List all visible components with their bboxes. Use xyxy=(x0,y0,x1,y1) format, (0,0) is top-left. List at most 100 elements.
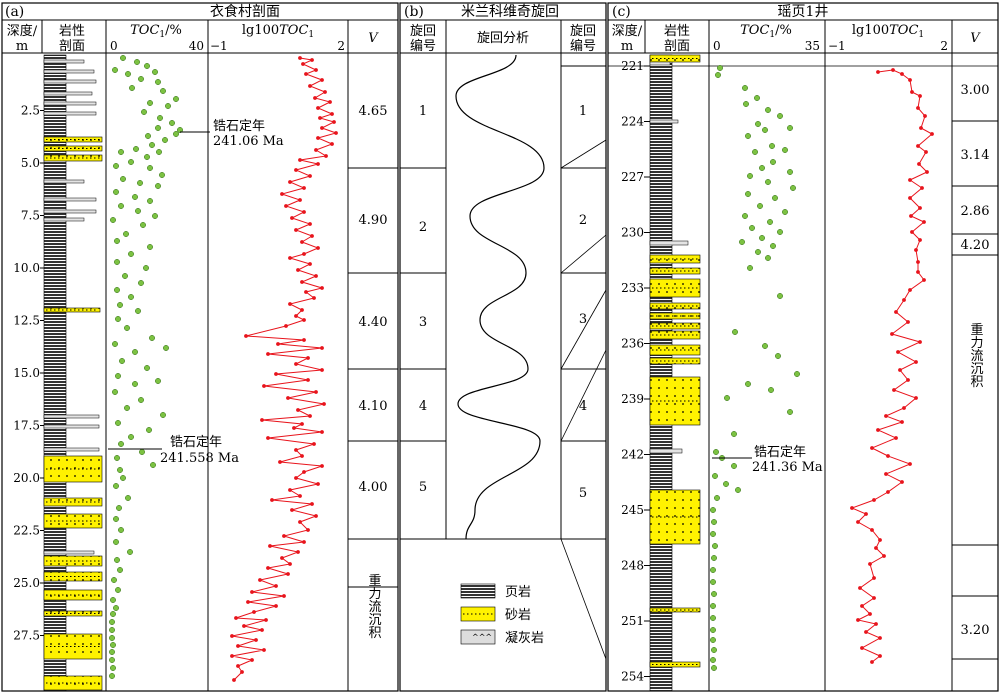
lg-point xyxy=(910,230,914,234)
toc-point xyxy=(120,55,126,61)
lg-point xyxy=(320,78,324,82)
panel-c-v-1: 3.00 xyxy=(961,83,990,98)
panel-b-num-left-1: 旋回 xyxy=(410,24,436,39)
lg-point xyxy=(308,414,312,418)
lg-point xyxy=(860,646,864,650)
toc-point xyxy=(120,176,126,182)
lg-point xyxy=(306,378,310,382)
tuff-bed xyxy=(43,550,95,555)
toc-point xyxy=(118,203,124,209)
lg-point xyxy=(330,142,334,146)
lg-point xyxy=(908,462,912,466)
lg-point xyxy=(874,622,878,626)
depth-tick-label: 236 xyxy=(621,337,644,351)
toc-point xyxy=(139,449,145,455)
lg-point xyxy=(236,644,240,648)
tuff-bed xyxy=(649,240,689,246)
lg-point xyxy=(322,402,326,406)
toc-point xyxy=(777,229,783,235)
lg-point xyxy=(884,414,888,418)
toc-point xyxy=(144,365,150,371)
toc-point xyxy=(735,487,741,493)
toc-point xyxy=(713,449,719,455)
panel-a-tag: (a) xyxy=(5,4,24,20)
sandstone-bed xyxy=(43,307,101,313)
toc-point xyxy=(723,481,729,487)
lg-point xyxy=(870,660,874,664)
toc-point xyxy=(777,293,783,299)
toc-point xyxy=(127,549,133,555)
lg-point xyxy=(310,502,314,506)
lg-point xyxy=(300,240,304,244)
lg-point xyxy=(900,72,904,76)
sandstone-bed xyxy=(43,136,103,143)
depth-tick-label: 230 xyxy=(621,226,644,240)
panel-b-frame xyxy=(399,2,607,692)
lg-point xyxy=(230,654,234,658)
lg-point xyxy=(288,302,292,306)
toc-point xyxy=(114,259,120,265)
toc-point xyxy=(133,146,139,152)
tuff-bed xyxy=(43,69,95,74)
toc-point xyxy=(110,665,116,671)
toc-point xyxy=(770,159,776,165)
lg-point xyxy=(284,324,288,328)
toc-point xyxy=(113,539,119,545)
lg-point xyxy=(320,464,324,468)
lg-point xyxy=(288,180,292,184)
lg-point xyxy=(902,298,906,302)
lg-point xyxy=(266,352,270,356)
toc-point xyxy=(757,203,763,209)
lg-point xyxy=(302,540,306,544)
lg-point xyxy=(318,116,322,120)
lg-point xyxy=(892,388,896,392)
lg-point xyxy=(314,514,318,518)
toc-point xyxy=(770,243,776,249)
toc-point xyxy=(129,85,135,91)
sandstone-bed xyxy=(43,455,103,483)
panel-c-toc-points xyxy=(710,65,800,671)
panel-c-v-3: 2.86 xyxy=(961,204,990,219)
lg-point xyxy=(274,604,278,608)
sandstone-bed xyxy=(43,571,103,582)
lg-point xyxy=(914,360,918,364)
lg-point xyxy=(254,638,258,642)
toc-point xyxy=(710,637,716,643)
panel-c-v-2: 3.14 xyxy=(961,148,990,163)
sandstone-bed xyxy=(43,513,103,529)
toc-point xyxy=(772,195,778,201)
lg-point xyxy=(310,58,314,62)
lg-point xyxy=(870,528,874,532)
panel-c-v-4: 4.20 xyxy=(961,238,990,253)
lg-point xyxy=(902,406,906,410)
lg-point xyxy=(296,268,300,272)
panel-b-right-cycle-4: 4 xyxy=(579,399,587,414)
panel-a-v-column: 4.65 4.90 4.40 4.10 4.00 重力流沉积 xyxy=(348,104,398,639)
toc-point xyxy=(114,238,120,244)
lg-point xyxy=(878,654,882,658)
toc-point xyxy=(152,213,158,219)
toc-point xyxy=(710,603,716,609)
lg-point xyxy=(924,150,928,154)
lg-point xyxy=(230,634,234,638)
depth-tick-label: 248 xyxy=(621,559,644,573)
lg-point xyxy=(894,310,898,314)
toc-point xyxy=(745,381,751,387)
toc-point xyxy=(132,349,138,355)
panel-a-toc-max: 40 xyxy=(189,39,204,53)
panel-c-lithology-beds xyxy=(649,54,701,668)
toc-point xyxy=(715,72,721,78)
sandstone-bed xyxy=(649,661,701,668)
lg-point xyxy=(296,408,300,412)
legend-tuff-glyph: ^^^ xyxy=(472,633,492,642)
toc-point xyxy=(749,225,755,231)
lg-point xyxy=(302,186,306,190)
correlation-line xyxy=(560,538,607,660)
sandstone-bed xyxy=(649,322,701,330)
panel-b-right-cycle-2: 2 xyxy=(579,213,587,228)
lg-point xyxy=(918,340,922,344)
toc-point xyxy=(711,519,717,525)
toc-point xyxy=(747,173,753,179)
tuff-bed xyxy=(649,448,683,454)
